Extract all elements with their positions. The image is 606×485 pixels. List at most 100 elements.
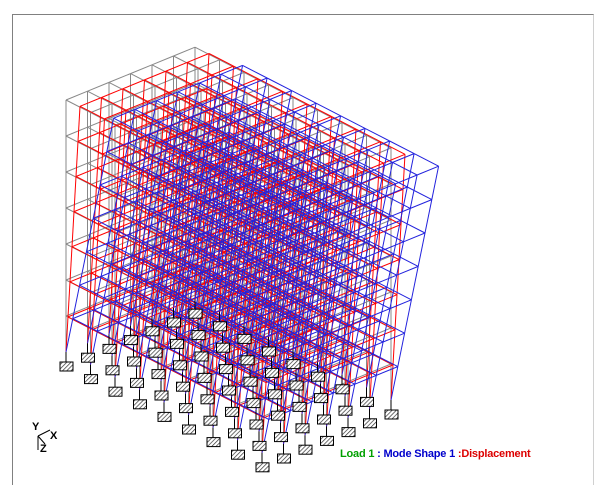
displacement-member-beam-x[interactable] (245, 86, 271, 100)
mode-shape-member-beam-y[interactable] (118, 149, 141, 160)
displacement-member-column[interactable] (371, 229, 380, 263)
mode-shape-member-column[interactable] (392, 329, 396, 365)
displacement-member-column[interactable] (181, 171, 190, 205)
displacement-member-column[interactable] (357, 204, 365, 239)
displacement-member-column[interactable] (194, 265, 203, 300)
displacement-member-beam-y[interactable] (392, 153, 415, 163)
displacement-member-column[interactable] (345, 201, 354, 235)
displacement-member-beam-x[interactable] (160, 212, 186, 227)
mode-shape-member-column[interactable] (332, 137, 335, 174)
mode-shape-member-beam-y[interactable] (223, 151, 246, 161)
displacement-member-column[interactable] (142, 133, 151, 168)
displacement-member-column[interactable] (300, 288, 309, 323)
fixed-support-hatch-icon[interactable] (216, 342, 230, 353)
displacement-member-column[interactable] (107, 209, 116, 244)
mode-shape-member-beam-y[interactable] (291, 146, 314, 156)
displacement-member-beam-x[interactable] (72, 318, 98, 332)
undeformed-member-beam-x[interactable] (173, 55, 199, 70)
displacement-member-beam-y[interactable] (318, 359, 341, 369)
displacement-member-beam-y[interactable] (315, 337, 338, 348)
displacement-member-beam-y[interactable] (416, 165, 439, 176)
displacement-member-column[interactable] (190, 235, 199, 269)
displacement-member-beam-x[interactable] (97, 330, 123, 345)
displacement-member-beam-x[interactable] (241, 141, 267, 155)
displacement-member-beam-x[interactable] (290, 166, 316, 180)
mode-shape-member-beam-y[interactable] (234, 113, 257, 124)
displacement-member-beam-y[interactable] (223, 86, 246, 97)
displacement-member-column[interactable] (293, 322, 302, 356)
displacement-member-beam-y[interactable] (72, 309, 95, 320)
fixed-support-hatch-icon[interactable] (194, 351, 209, 362)
displacement-member-beam-x[interactable] (260, 110, 286, 125)
displacement-member-beam-y[interactable] (250, 364, 273, 374)
displacement-member-column[interactable] (221, 132, 230, 166)
fixed-support-hatch-icon[interactable] (167, 317, 181, 328)
undeformed-member-beam-y[interactable] (139, 272, 162, 283)
mode-shape-member-column[interactable] (191, 105, 194, 141)
displacement-member-beam-x[interactable] (308, 379, 334, 394)
displacement-member-column[interactable] (258, 230, 266, 264)
displacement-member-beam-x[interactable] (368, 240, 394, 255)
displacement-member-beam-x[interactable] (262, 376, 288, 390)
displacement-member-column[interactable] (177, 225, 186, 260)
mode-shape-member-beam-x[interactable] (306, 103, 332, 117)
mode-shape-member-column[interactable] (267, 164, 271, 200)
fixed-support-hatch-icon[interactable] (203, 415, 218, 426)
mode-shape-member-beam-y[interactable] (325, 360, 348, 371)
mode-shape-member-beam-y[interactable] (75, 167, 98, 177)
fixed-support-hatch-icon[interactable] (219, 364, 233, 375)
displacement-member-column[interactable] (342, 179, 351, 214)
fixed-support-hatch-icon[interactable] (182, 424, 196, 435)
displacement-member-column[interactable] (314, 222, 322, 256)
displacement-member-beam-x[interactable] (117, 230, 143, 245)
mode-shape-member-beam-y[interactable] (310, 172, 333, 183)
mode-shape-member-beam-x[interactable] (208, 53, 234, 67)
displacement-member-beam-x[interactable] (159, 121, 185, 136)
mode-shape-member-beam-y[interactable] (361, 162, 384, 173)
mode-shape-member-column[interactable] (310, 146, 314, 182)
fixed-support-hatch-icon[interactable] (228, 428, 242, 439)
displacement-member-beam-x[interactable] (146, 355, 172, 370)
displacement-member-beam-y[interactable] (300, 313, 323, 323)
displacement-member-beam-y[interactable] (278, 154, 301, 165)
fixed-support-hatch-icon[interactable] (170, 338, 184, 349)
displacement-member-beam-x[interactable] (143, 334, 169, 349)
displacement-member-column[interactable] (211, 220, 219, 254)
displacement-member-column[interactable] (171, 183, 180, 217)
displacement-member-column[interactable] (87, 309, 95, 344)
displacement-member-column[interactable] (288, 203, 297, 237)
mode-shape-member-beam-y[interactable] (307, 151, 330, 161)
displacement-member-beam-x[interactable] (156, 100, 182, 114)
displacement-member-beam-x[interactable] (340, 115, 366, 129)
displacement-member-column[interactable] (304, 234, 312, 268)
displacement-member-column[interactable] (197, 201, 206, 236)
mode-shape-member-beam-y[interactable] (248, 163, 271, 174)
mode-shape-member-column[interactable] (120, 88, 124, 124)
displacement-member-column[interactable] (301, 212, 309, 247)
mode-shape-member-column[interactable] (280, 91, 283, 127)
displacement-member-beam-x[interactable] (192, 359, 218, 374)
fixed-support-hatch-icon[interactable] (314, 393, 328, 404)
undeformed-member-beam-x[interactable] (277, 148, 303, 163)
displacement-member-column[interactable] (159, 256, 168, 290)
displacement-member-column[interactable] (136, 258, 145, 293)
displacement-member-column[interactable] (220, 208, 229, 242)
displacement-member-column[interactable] (312, 215, 321, 250)
displacement-member-column[interactable] (150, 191, 159, 226)
displacement-member-column[interactable] (284, 258, 293, 292)
displacement-member-beam-x[interactable] (174, 146, 200, 160)
displacement-member-beam-y[interactable] (159, 112, 182, 123)
mode-shape-member-beam-y[interactable] (294, 167, 317, 178)
undeformed-member-beam-x[interactable] (154, 85, 180, 100)
mode-shape-member-beam-y[interactable] (194, 300, 217, 311)
mode-shape-member-beam-y[interactable] (297, 189, 320, 199)
mode-shape-member-beam-y[interactable] (236, 78, 259, 88)
displacement-member-column[interactable] (290, 133, 299, 167)
displacement-member-column[interactable] (351, 161, 359, 196)
displacement-member-beam-x[interactable] (121, 343, 147, 357)
displacement-member-column[interactable] (269, 309, 277, 344)
displacement-member-column[interactable] (253, 193, 262, 228)
displacement-member-column[interactable] (341, 341, 350, 375)
displacement-member-beam-x[interactable] (219, 393, 245, 408)
mode-shape-member-column[interactable] (142, 79, 145, 116)
